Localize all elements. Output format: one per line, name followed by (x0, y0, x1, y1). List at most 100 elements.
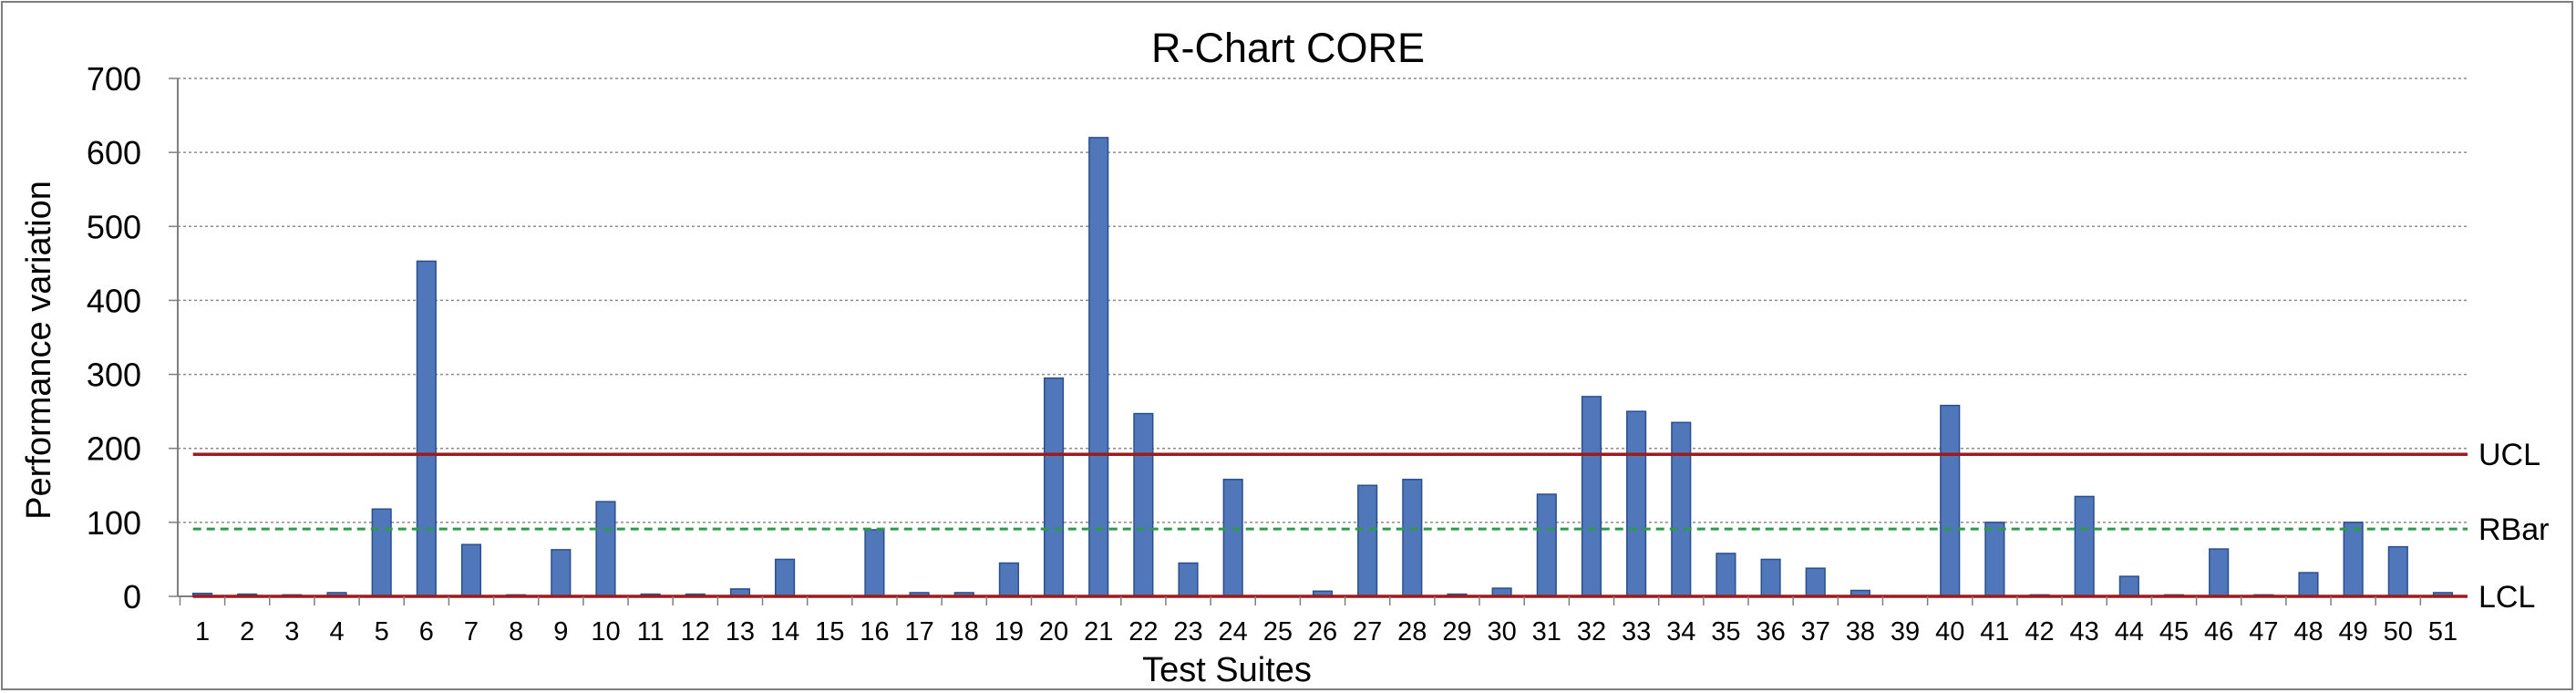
control-lines: UCL RBar LCL (192, 438, 2549, 615)
x-tick-label: 41 (1980, 617, 2009, 646)
x-tick-label: 18 (950, 617, 979, 646)
bar-35 (1716, 553, 1736, 597)
x-tick-label: 34 (1666, 617, 1695, 646)
x-tick-label: 14 (770, 617, 799, 646)
bar-9 (551, 549, 572, 597)
x-tick-label: 22 (1128, 617, 1158, 646)
bar-6 (416, 260, 437, 597)
x-tick-label: 3 (284, 617, 299, 646)
x-tick-label: 44 (2115, 617, 2144, 646)
bar-23 (1178, 562, 1199, 597)
x-tick-label: 42 (2025, 617, 2054, 646)
bar-14 (775, 558, 796, 597)
x-tick-label: 10 (591, 617, 620, 646)
x-tick-label: 26 (1308, 617, 1337, 646)
bar-32 (1581, 396, 1602, 597)
x-tick-label: 40 (1935, 617, 1964, 646)
y-tick-label: 500 (87, 208, 141, 245)
x-tick-label: 47 (2249, 617, 2278, 646)
x-tick-label: 2 (240, 617, 254, 646)
bar-7 (460, 543, 482, 597)
x-tick-label: 36 (1756, 617, 1785, 646)
bar-50 (2387, 545, 2408, 597)
x-tick-label: 5 (375, 617, 389, 646)
bar-36 (1760, 558, 1781, 597)
bar-24 (1222, 479, 1243, 597)
y-tick-labels: 0 100 200 300 400 500 600 700 (87, 60, 141, 615)
bar-34 (1671, 421, 1692, 597)
bar-44 (2118, 575, 2139, 597)
x-tick-label: 43 (2070, 617, 2099, 646)
x-tick-label: 48 (2293, 617, 2323, 646)
x-tick-label: 6 (419, 617, 434, 646)
bar-10 (595, 501, 616, 597)
y-tick-label: 700 (87, 60, 141, 98)
y-tick-label: 600 (87, 134, 141, 171)
y-tick-label: 100 (87, 504, 141, 542)
x-tick-label: 29 (1442, 617, 1471, 646)
ref-label-lcl: LCL (2478, 580, 2535, 615)
x-tick-label: 21 (1084, 617, 1113, 646)
bar-40 (1940, 404, 1961, 597)
bar-5 (371, 508, 392, 597)
bar-20 (1043, 377, 1065, 597)
x-tick-label: 23 (1173, 617, 1202, 646)
bar-27 (1357, 484, 1378, 597)
x-tick-label: 37 (1801, 617, 1830, 646)
x-tick-label: 45 (2159, 617, 2189, 646)
x-tick-label: 35 (1711, 617, 1740, 646)
y-tick-label: 300 (87, 357, 141, 394)
bars (191, 137, 2454, 597)
bar-16 (864, 529, 885, 597)
x-tick-label: 50 (2384, 617, 2413, 646)
y-tick-label: 200 (87, 430, 141, 468)
x-tick-labels: 1 2 3 4 5 6 7 8 9 10 11 12 13 14 15 16 17 18 19 20 21 22 23 24 2… (179, 596, 2458, 646)
x-axis-label: Test Suites (1142, 651, 1312, 689)
x-tick-label: 27 (1353, 617, 1382, 646)
bar-22 (1133, 412, 1154, 597)
x-tick-label: 12 (681, 617, 710, 646)
x-tick-label: 11 (637, 617, 665, 646)
chart-title: R-Chart CORE (1151, 25, 1425, 71)
axes (177, 78, 2468, 597)
x-tick-label: 9 (553, 617, 568, 646)
x-tick-label: 38 (1846, 617, 1875, 646)
y-tick-label: 400 (87, 282, 141, 319)
bar-41 (1984, 522, 2005, 597)
x-tick-label: 51 (2428, 617, 2458, 646)
x-tick-label: 39 (1891, 617, 1920, 646)
x-tick-label: 25 (1263, 617, 1293, 646)
x-tick-label: 20 (1039, 617, 1068, 646)
x-tick-label: 7 (464, 617, 479, 646)
x-tick-label: 19 (994, 617, 1024, 646)
bar-46 (2209, 548, 2230, 597)
bar-21 (1088, 137, 1109, 597)
bar-31 (1536, 493, 1557, 597)
x-tick-label: 4 (329, 617, 344, 646)
bar-43 (2074, 495, 2095, 597)
y-tick-label: 0 (123, 578, 141, 615)
bar-33 (1626, 410, 1647, 597)
ref-label-ucl: UCL (2478, 438, 2540, 472)
x-tick-label: 16 (860, 617, 889, 646)
bar-49 (2343, 522, 2364, 597)
x-tick-label: 15 (815, 617, 844, 646)
bar-19 (998, 562, 1019, 597)
x-tick-label: 30 (1488, 617, 1517, 646)
x-tick-label: 24 (1219, 617, 1248, 646)
bar-28 (1402, 479, 1423, 597)
x-tick-label: 33 (1622, 617, 1651, 646)
x-tick-label: 32 (1577, 617, 1606, 646)
bar-37 (1805, 567, 1826, 597)
x-tick-label: 1 (195, 617, 210, 646)
x-tick-label: 8 (509, 617, 523, 646)
bar-48 (2298, 572, 2319, 597)
gridlines (169, 78, 2468, 597)
x-tick-label: 28 (1397, 617, 1427, 646)
x-tick-label: 46 (2204, 617, 2233, 646)
y-axis-label: Performance variation (20, 181, 58, 520)
x-tick-label: 17 (904, 617, 933, 646)
x-tick-label: 13 (726, 617, 755, 646)
x-tick-label: 31 (1532, 617, 1561, 646)
